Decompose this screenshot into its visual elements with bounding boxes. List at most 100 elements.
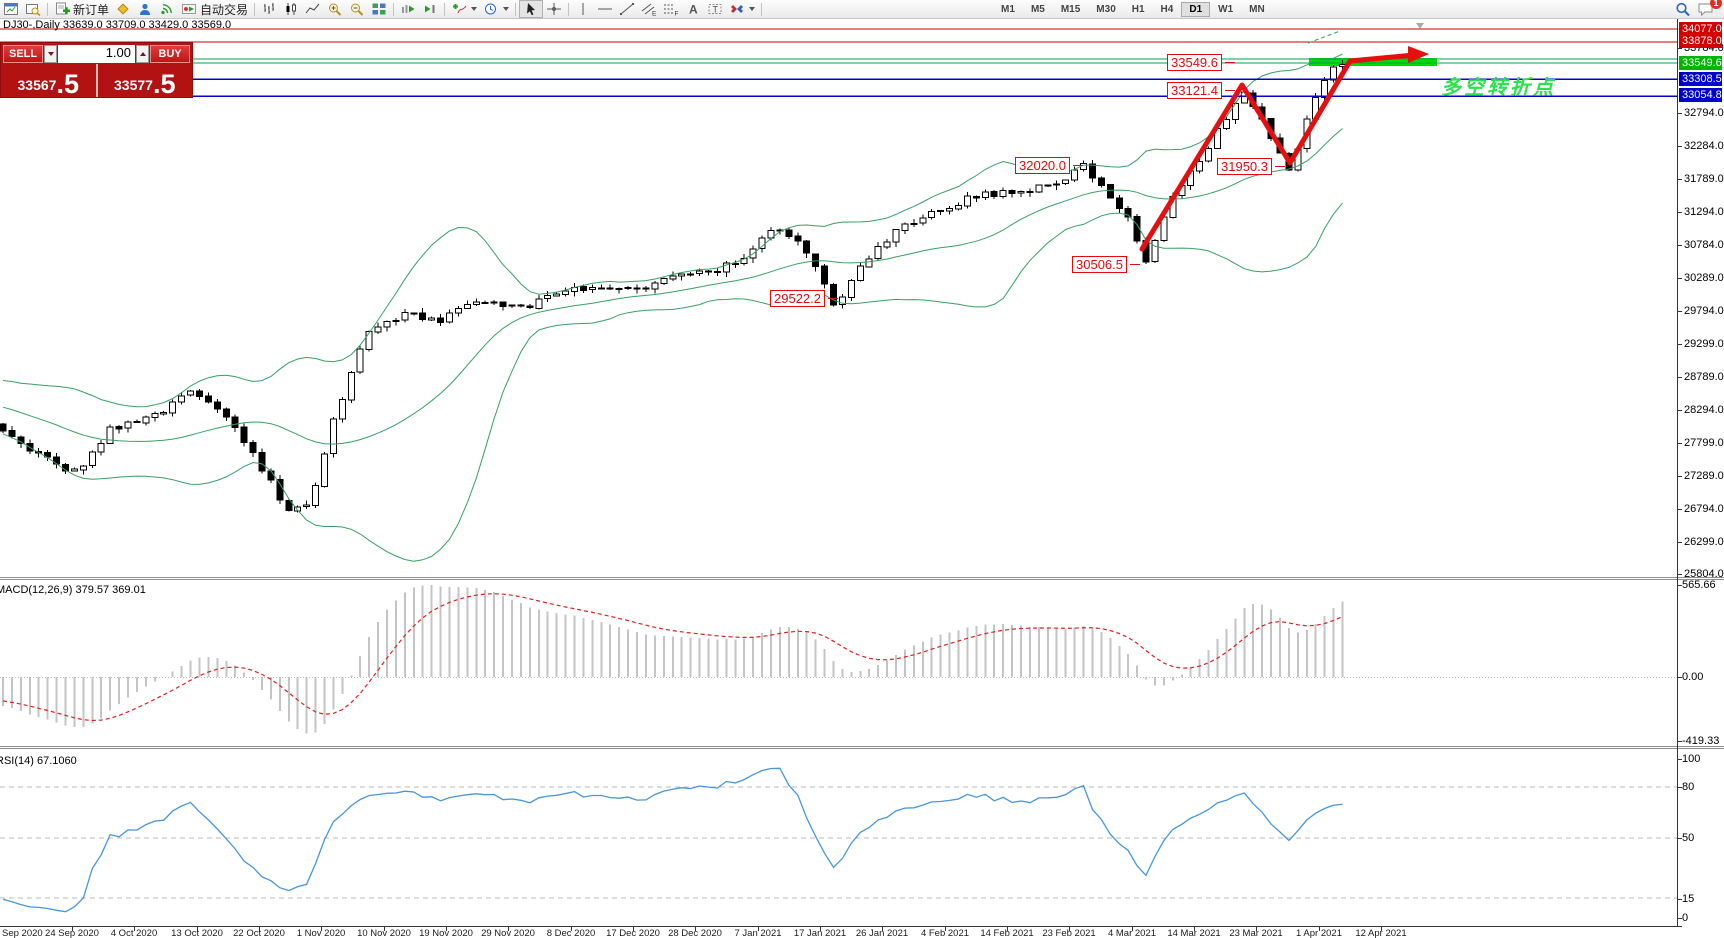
buy-price-main: 33577 <box>114 77 153 93</box>
community-button[interactable] <box>134 1 156 17</box>
tile-windows-button[interactable] <box>368 1 390 17</box>
date-label: 26 Jan 2021 <box>855 928 909 938</box>
lot-size-input[interactable]: 1.00 <box>58 45 135 63</box>
chevron-down-icon <box>503 7 510 11</box>
bollinger-middle-band <box>2 128 1343 445</box>
sell-button[interactable]: SELL <box>3 45 43 63</box>
signals-button[interactable] <box>156 1 178 17</box>
chevron-down-icon <box>471 7 478 11</box>
svg-text:A: A <box>689 3 698 17</box>
timeframe-button-d1[interactable]: D1 <box>1181 1 1211 17</box>
rsi-indicator-pane[interactable] <box>0 749 1677 926</box>
line-chart-button[interactable] <box>302 1 324 17</box>
triangle-down-icon <box>47 52 54 56</box>
horizontal-line-icon <box>598 8 613 10</box>
zoom-in-button[interactable] <box>324 1 346 17</box>
macd-signal-line <box>2 593 1343 722</box>
buy-button[interactable]: BUY <box>150 45 190 63</box>
arrows-icon <box>731 5 744 13</box>
cursor-tool-button[interactable] <box>519 0 544 18</box>
main-price-chart-pane[interactable] <box>0 18 1677 577</box>
macd-histogram <box>2 585 1344 734</box>
price-axis-label: 30289.0 <box>1684 272 1724 284</box>
autotrading-icon <box>182 4 197 14</box>
turning-point-annotation[interactable]: 多空转折点 <box>1441 77 1556 99</box>
chart-shift-button[interactable] <box>419 1 441 17</box>
price-annotation-label[interactable]: 33549.6 <box>1167 54 1222 71</box>
deposit-button[interactable] <box>112 1 134 17</box>
date-label: 10 Nov 2020 <box>357 928 411 938</box>
indicators-button[interactable] <box>448 1 480 17</box>
new-order-button[interactable]: 新订单 <box>51 1 112 17</box>
text-label-tool-button[interactable]: T <box>704 1 726 17</box>
dashed-projection-line <box>1307 30 1341 44</box>
text-tool-button[interactable]: A <box>682 1 704 17</box>
fibonacci-tool-button[interactable]: F <box>660 1 682 17</box>
price-annotation-label[interactable]: 33121.4 <box>1167 82 1222 99</box>
crosshair-tool-button[interactable] <box>543 1 565 17</box>
macd-axis-label: -419.33 <box>1682 735 1720 747</box>
chart-shift-icon <box>425 5 435 13</box>
equidistant-channel-tool-button[interactable]: E <box>638 1 660 17</box>
periods-button[interactable] <box>480 1 512 17</box>
resistance-zone-highlight[interactable] <box>1309 58 1437 66</box>
price-axis-label: 26794.0 <box>1684 503 1724 515</box>
price-axis-badge: 33308.5 <box>1679 72 1722 86</box>
timeframe-button-m5[interactable]: M5 <box>1030 3 1045 15</box>
date-label: 7 Jan 2021 <box>734 928 782 938</box>
text-icon: A <box>689 3 698 17</box>
macd-indicator-pane[interactable] <box>0 580 1677 746</box>
chart-profiles-button[interactable] <box>22 1 44 17</box>
price-annotation-label[interactable]: 30506.5 <box>1072 256 1127 273</box>
toolbar-separator <box>444 2 446 16</box>
price-axis-label: 25804.0 <box>1684 568 1724 580</box>
zoom-in-icon <box>329 3 342 16</box>
fibonacci-icon: F <box>664 4 679 17</box>
lot-increase-button[interactable] <box>136 45 149 63</box>
price-annotation-label[interactable]: 29522.2 <box>770 290 825 307</box>
buy-price[interactable]: 33577.5 <box>98 64 193 98</box>
community-icon <box>140 3 151 15</box>
price-axis-badge: 34077.0 <box>1679 22 1722 36</box>
timeframe-button-w1[interactable]: W1 <box>1218 3 1234 15</box>
search-button[interactable] <box>1672 1 1694 17</box>
auto-scroll-button[interactable] <box>397 1 419 17</box>
timeframe-button-m1[interactable]: M1 <box>1001 3 1015 15</box>
chart-shift-marker[interactable] <box>1416 23 1424 29</box>
chat-button[interactable]: 1 <box>1694 0 1722 17</box>
toolbar-separator <box>761 2 763 16</box>
price-level-lines[interactable] <box>0 28 1677 97</box>
timeframe-button-m15[interactable]: M15 <box>1060 3 1081 15</box>
new-chart-button[interactable] <box>0 1 22 17</box>
date-label: 14 Mar 2021 <box>1167 928 1221 938</box>
timeframe-button-m30[interactable]: M30 <box>1096 3 1116 15</box>
horizontal-line-tool-button[interactable] <box>594 1 616 17</box>
triangle-up-icon <box>139 52 146 56</box>
price-annotation-label[interactable]: 31950.3 <box>1217 158 1272 175</box>
bar-chart-button[interactable] <box>258 1 280 17</box>
timeframe-button-h1[interactable]: H1 <box>1131 3 1145 15</box>
gold-deposit-icon <box>117 3 129 15</box>
zoom-out-button[interactable] <box>346 1 368 17</box>
rsi-line <box>2 767 1343 913</box>
one-click-trading-panel: SELL 1.00 BUY 33567.5 33577.5 <box>0 42 193 98</box>
date-label: 12 Apr 2021 <box>1355 928 1407 938</box>
timeframe-button-mn[interactable]: MN <box>1249 3 1265 15</box>
trendline-tool-button[interactable] <box>616 1 638 17</box>
candlestick-chart-button[interactable] <box>280 1 302 17</box>
price-axis-badge: 33054.8 <box>1679 88 1722 102</box>
svg-text:F: F <box>675 11 679 17</box>
sell-price-frac: .5 <box>56 69 79 99</box>
trend-zigzag-arrow[interactable] <box>1139 46 1429 252</box>
lot-decrease-button[interactable] <box>44 45 57 63</box>
sell-price[interactable]: 33567.5 <box>1 64 98 99</box>
new-order-label: 新订单 <box>73 2 110 17</box>
arrows-tool-button[interactable] <box>726 1 758 17</box>
price-annotation-label[interactable]: 32020.0 <box>1015 157 1070 174</box>
toolbar-separator <box>515 2 517 16</box>
timeframe-button-h4[interactable]: H4 <box>1160 3 1174 15</box>
autotrading-button[interactable]: 自动交易 <box>178 1 251 17</box>
toolbar-separator <box>254 2 256 16</box>
vertical-line-tool-button[interactable] <box>572 1 594 17</box>
